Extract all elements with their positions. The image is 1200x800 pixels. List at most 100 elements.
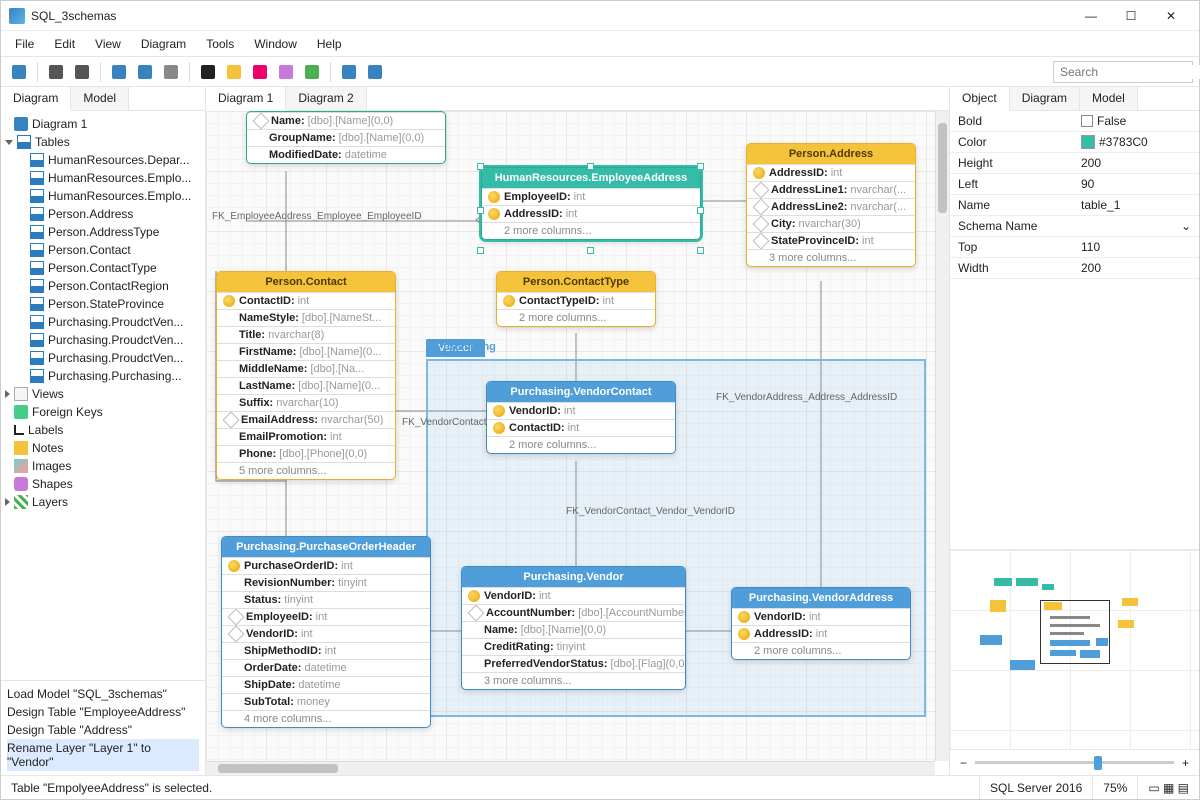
entity-contact[interactable]: Person.ContactContactID:intNameStyle:[db… — [216, 271, 396, 480]
tree-item[interactable]: Purchasing.ProudctVen... — [1, 349, 205, 367]
column-row[interactable]: Title:nvarchar(8) — [217, 326, 395, 343]
tree-item[interactable]: Views — [1, 385, 205, 403]
column-row[interactable]: AddressLine2:nvarchar(... — [747, 198, 915, 215]
column-row[interactable]: Name:[dbo].[Name](0,0) — [247, 112, 445, 129]
import-icon[interactable] — [337, 60, 361, 84]
tree-item[interactable]: Person.Contact — [1, 241, 205, 259]
relation-label[interactable]: FK_VendorAddress_Address_AddressID — [716, 392, 897, 403]
tree-item[interactable]: Purchasing.Purchasing... — [1, 367, 205, 385]
column-row[interactable]: GroupName:[dbo].[Name](0,0) — [247, 129, 445, 146]
relation-label[interactable]: FK_VendorContact — [402, 417, 487, 428]
note-icon[interactable] — [222, 60, 246, 84]
menu-diagram[interactable]: Diagram — [131, 33, 196, 55]
maximize-button[interactable]: ☐ — [1111, 1, 1151, 31]
column-row[interactable]: EmployeeID:int — [482, 188, 700, 205]
vertical-scrollbar[interactable] — [935, 111, 949, 761]
chevron-down-icon[interactable]: ⌄ — [1181, 219, 1191, 233]
column-row[interactable]: PurchaseOrderID:int — [222, 557, 430, 574]
text-icon[interactable] — [196, 60, 220, 84]
more-columns[interactable]: 2 more columns... — [497, 309, 655, 326]
column-row[interactable]: VendorID:int — [462, 587, 685, 604]
column-row[interactable]: VendorID:int — [732, 608, 910, 625]
tab-diagram-1[interactable]: Diagram 1 — [206, 87, 286, 111]
entity-vendor[interactable]: Purchasing.VendorVendorID:intAccountNumb… — [461, 566, 686, 690]
relation-icon[interactable] — [159, 60, 183, 84]
tree-item[interactable]: HumanResources.Emplo... — [1, 169, 205, 187]
tree-item[interactable]: Notes — [1, 439, 205, 457]
more-columns[interactable]: 2 more columns... — [487, 436, 675, 453]
more-columns[interactable]: 4 more columns... — [222, 710, 430, 727]
tab-diagram[interactable]: Diagram — [1, 87, 71, 111]
property-row[interactable]: Left90 — [950, 174, 1199, 195]
tree-item[interactable]: Images — [1, 457, 205, 475]
column-row[interactable]: Name:[dbo].[Name](0,0) — [462, 621, 685, 638]
object-tree[interactable]: Diagram 1TablesHumanResources.Depar...Hu… — [1, 111, 205, 680]
tree-item[interactable]: Person.ContactType — [1, 259, 205, 277]
tab-diagram-2[interactable]: Diagram 2 — [286, 87, 366, 110]
pointer-icon[interactable] — [44, 60, 68, 84]
tree-item[interactable]: Person.ContactRegion — [1, 277, 205, 295]
column-row[interactable]: LastName:[dbo].[Name](0... — [217, 377, 395, 394]
tree-item[interactable]: Foreign Keys — [1, 403, 205, 421]
column-row[interactable]: AddressLine1:nvarchar(... — [747, 181, 915, 198]
column-row[interactable]: EmployeeID:int — [222, 608, 430, 625]
tree-item[interactable]: Labels — [1, 421, 205, 439]
zoom-in-icon[interactable]: + — [1182, 756, 1189, 770]
column-row[interactable]: StateProvinceID:int — [747, 232, 915, 249]
checkbox-icon[interactable] — [1081, 115, 1093, 127]
resize-handle[interactable] — [697, 247, 704, 254]
column-row[interactable]: ShipDate:datetime — [222, 676, 430, 693]
search-box[interactable]: ⌕ — [1053, 61, 1193, 83]
column-row[interactable]: ShipMethodID:int — [222, 642, 430, 659]
minimap-viewport[interactable] — [1040, 600, 1110, 664]
column-row[interactable]: ContactTypeID:int — [497, 292, 655, 309]
more-columns[interactable]: 2 more columns... — [482, 222, 700, 239]
column-row[interactable]: Status:tinyint — [222, 591, 430, 608]
entity-ctype[interactable]: Person.ContactTypeContactTypeID:int2 mor… — [496, 271, 656, 327]
column-row[interactable]: MiddleName:[dbo].[Na... — [217, 360, 395, 377]
column-row[interactable]: RevisionNumber:tinyint — [222, 574, 430, 591]
column-row[interactable]: AddressID:int — [482, 205, 700, 222]
column-row[interactable]: City:nvarchar(30) — [747, 215, 915, 232]
save-icon[interactable] — [7, 60, 31, 84]
column-row[interactable]: CreditRating:tinyint — [462, 638, 685, 655]
column-row[interactable]: PreferredVendorStatus:[dbo].[Flag](0,0) — [462, 655, 685, 672]
zoom-out-icon[interactable]: − — [960, 756, 967, 770]
resize-handle[interactable] — [587, 163, 594, 170]
more-columns[interactable]: 3 more columns... — [747, 249, 915, 266]
tree-item[interactable]: Layers — [1, 493, 205, 511]
tree-item[interactable]: Person.Address — [1, 205, 205, 223]
tree-item[interactable]: Diagram 1 — [1, 115, 205, 133]
column-row[interactable]: Phone:[dbo].[Phone](0,0) — [217, 445, 395, 462]
tree-item[interactable]: HumanResources.Depar... — [1, 151, 205, 169]
property-row[interactable]: Height200 — [950, 153, 1199, 174]
menu-window[interactable]: Window — [244, 33, 307, 55]
tree-item[interactable]: Person.StateProvince — [1, 295, 205, 313]
menu-edit[interactable]: Edit — [44, 33, 85, 55]
menu-help[interactable]: Help — [307, 33, 352, 55]
entity-addr[interactable]: Person.AddressAddressID:intAddressLine1:… — [746, 143, 916, 267]
close-button[interactable]: ✕ — [1151, 1, 1191, 31]
property-row[interactable]: BoldFalse — [950, 111, 1199, 132]
property-row[interactable]: Color#3783C0 — [950, 132, 1199, 153]
entity-poh[interactable]: Purchasing.PurchaseOrderHeaderPurchaseOr… — [221, 536, 431, 728]
column-row[interactable]: AddressID:int — [747, 164, 915, 181]
resize-handle[interactable] — [477, 163, 484, 170]
menu-view[interactable]: View — [85, 33, 131, 55]
layer-icon[interactable] — [300, 60, 324, 84]
menu-file[interactable]: File — [5, 33, 44, 55]
entity-vaddr[interactable]: Purchasing.VendorAddressVendorID:intAddr… — [731, 587, 911, 660]
property-grid[interactable]: BoldFalseColor#3783C0Height200Left90Name… — [950, 111, 1199, 549]
export-icon[interactable] — [363, 60, 387, 84]
minimize-button[interactable]: — — [1071, 1, 1111, 31]
property-row[interactable]: Schema Name⌄ — [950, 216, 1199, 237]
tab-r-diagram[interactable]: Diagram — [1010, 87, 1080, 110]
more-columns[interactable]: 2 more columns... — [732, 642, 910, 659]
property-row[interactable]: Top110 — [950, 237, 1199, 258]
resize-handle[interactable] — [477, 207, 484, 214]
property-row[interactable]: Width200 — [950, 258, 1199, 279]
minimap[interactable] — [950, 549, 1199, 749]
resize-handle[interactable] — [477, 247, 484, 254]
status-view-icons[interactable]: ▭ ▦ ▤ — [1137, 776, 1199, 799]
tab-object[interactable]: Object — [950, 87, 1010, 111]
